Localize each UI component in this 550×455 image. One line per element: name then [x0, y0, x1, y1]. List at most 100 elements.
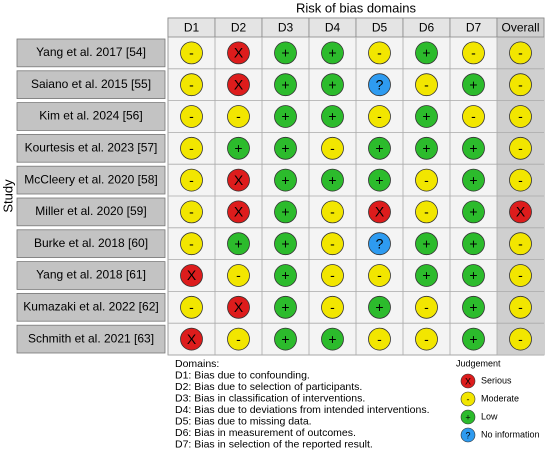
judgement-symbol: -: [518, 140, 523, 156]
judgement-circle: [368, 232, 391, 256]
judgement-circle: [180, 232, 203, 256]
judgement-symbol: +: [469, 140, 477, 156]
judgement-circle: [462, 41, 485, 65]
header-title: Risk of bias domains: [296, 0, 416, 15]
judgement-symbol: -: [330, 235, 335, 251]
judgement-circle: [415, 200, 438, 224]
column-header-cell: [496, 17, 545, 38]
judgement-circle: [462, 200, 485, 224]
judgement-circle: [274, 264, 297, 287]
legend-label: No information: [481, 429, 540, 439]
judgement-circle: [274, 136, 297, 160]
study-label: Kumazaki et al. 2022 [62]: [23, 299, 158, 313]
judgement-symbol: -: [189, 172, 194, 188]
judgement-circle: [180, 41, 203, 65]
judgement-symbol: X: [234, 204, 244, 220]
judgement-circle: [509, 295, 532, 319]
judgement-symbol: +: [234, 140, 242, 156]
legend-symbol: X: [465, 376, 471, 386]
judgement-symbol: +: [422, 45, 430, 61]
study-label: Yang et al. 2018 [61]: [36, 268, 146, 282]
domain-item: D5: Bias due to missing data.: [175, 415, 312, 427]
judgement-circle: [509, 200, 532, 224]
judgement-circle: [368, 200, 391, 224]
judgement-circle: [321, 264, 344, 287]
judgement-circle: [509, 41, 532, 65]
judgement-circle: [227, 232, 250, 256]
judgement-symbol: -: [424, 204, 429, 220]
judgement-circle: [368, 264, 391, 287]
domain-item: D1: Bias due to confounding.: [175, 369, 310, 381]
judgement-circle: [415, 327, 438, 351]
study-label-box: [16, 102, 166, 131]
judgement-symbol: +: [328, 172, 336, 188]
judgement-symbol: -: [377, 108, 382, 124]
judgement-symbol: X: [234, 299, 244, 315]
judgement-symbol: -: [471, 45, 476, 61]
judgement-symbol: -: [518, 76, 523, 92]
judgement-symbol: ?: [376, 235, 384, 251]
judgement-circle: [227, 200, 250, 224]
judgement-symbol: +: [281, 267, 289, 283]
judgement-symbol: +: [281, 331, 289, 347]
study-label-box: [16, 229, 166, 259]
judgement-symbol: +: [281, 45, 289, 61]
study-label: Kourtesis et al. 2023 [57]: [25, 140, 158, 154]
judgement-circle: [462, 168, 485, 192]
judgement-symbol: -: [236, 108, 241, 124]
study-label: Yang et al. 2017 [54]: [36, 45, 146, 59]
judgement-circle: [321, 105, 344, 128]
judgement-circle: [462, 295, 485, 319]
judgement-symbol: +: [422, 140, 430, 156]
judgement-circle: [321, 168, 344, 192]
judgement-circle: [321, 295, 344, 319]
column-header: D6: [419, 21, 435, 35]
judgement-symbol: +: [469, 172, 477, 188]
judgement-circle: [180, 200, 203, 224]
judgement-circle: [415, 136, 438, 160]
judgement-symbol: +: [281, 299, 289, 315]
judgement-symbol: -: [377, 267, 382, 283]
study-label: Saiano et al. 2015 [55]: [31, 77, 151, 91]
judgement-symbol: +: [469, 299, 477, 315]
judgement-circle: [180, 327, 203, 351]
judgement-symbol: +: [469, 76, 477, 92]
judgement-symbol: -: [518, 172, 523, 188]
judgement-circle: [274, 105, 297, 128]
judgement-circle: [509, 105, 532, 128]
judgement-symbol: +: [375, 140, 383, 156]
judgement-symbol: -: [471, 108, 476, 124]
judgement-symbol: X: [187, 267, 197, 283]
legend-symbol: -: [467, 394, 470, 404]
column-header: D7: [466, 21, 482, 35]
judgement-circle: [368, 327, 391, 351]
judgement-symbol: +: [469, 331, 477, 347]
judgement-symbol: -: [236, 331, 241, 347]
judgement-circle: [415, 168, 438, 192]
judgement-circle: [368, 295, 391, 319]
judgement-symbol: -: [330, 140, 335, 156]
judgement-symbol: -: [377, 331, 382, 347]
judgement-circle: [180, 136, 203, 160]
judgement-symbol: -: [424, 172, 429, 188]
judgement-symbol: -: [518, 331, 523, 347]
study-label-box: [16, 165, 166, 195]
judgement-circle: [415, 73, 438, 97]
study-label-box: [16, 133, 166, 163]
judgement-circle: [509, 232, 532, 256]
judgement-circle: [462, 136, 485, 160]
judgement-symbol: +: [375, 299, 383, 315]
judgement-circle: [462, 105, 485, 128]
domain-item: D6: Bias in measurement of outcomes.: [175, 427, 356, 439]
judgement-symbol: +: [281, 76, 289, 92]
judgement-circle: [415, 41, 438, 65]
judgement-circle: [274, 41, 297, 65]
judgement-symbol: -: [189, 76, 194, 92]
judgement-circle: [368, 105, 391, 128]
judgement-circle: [321, 136, 344, 160]
judgement-symbol: +: [469, 235, 477, 251]
study-label-box: [16, 70, 166, 100]
column-header: D1: [184, 21, 200, 35]
judgement-symbol: +: [328, 45, 336, 61]
